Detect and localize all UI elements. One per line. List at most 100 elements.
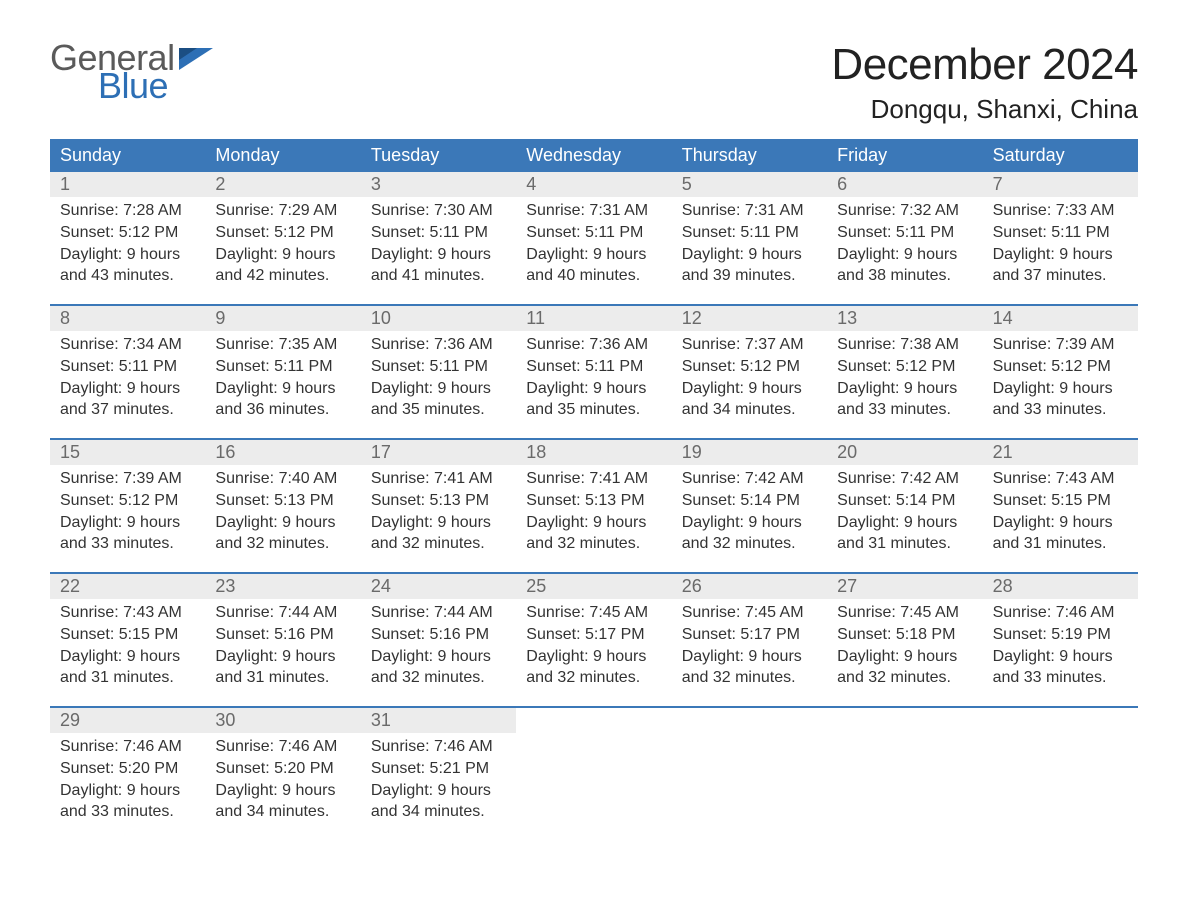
calendar-cell: 26Sunrise: 7:45 AMSunset: 5:17 PMDayligh… [672, 574, 827, 692]
daylight-line-2: and 39 minutes. [682, 266, 817, 287]
calendar-cell: 21Sunrise: 7:43 AMSunset: 5:15 PMDayligh… [983, 440, 1138, 558]
daylight-line-1: Daylight: 9 hours [215, 379, 350, 400]
calendar-cell: 6Sunrise: 7:32 AMSunset: 5:11 PMDaylight… [827, 172, 982, 290]
sunset-line: Sunset: 5:17 PM [682, 625, 817, 646]
daylight-line-1: Daylight: 9 hours [682, 379, 817, 400]
daylight-line-2: and 41 minutes. [371, 266, 506, 287]
day-detail: Sunrise: 7:43 AMSunset: 5:15 PMDaylight:… [983, 465, 1138, 555]
daylight-line-2: and 32 minutes. [526, 668, 661, 689]
daylight-line-1: Daylight: 9 hours [215, 513, 350, 534]
daylight-line-1: Daylight: 9 hours [526, 379, 661, 400]
daylight-line-1: Daylight: 9 hours [60, 647, 195, 668]
day-detail: Sunrise: 7:46 AMSunset: 5:19 PMDaylight:… [983, 599, 1138, 689]
sunrise-line: Sunrise: 7:45 AM [837, 603, 972, 624]
day-detail: Sunrise: 7:35 AMSunset: 5:11 PMDaylight:… [205, 331, 360, 421]
calendar-cell: 17Sunrise: 7:41 AMSunset: 5:13 PMDayligh… [361, 440, 516, 558]
calendar-cell: 7Sunrise: 7:33 AMSunset: 5:11 PMDaylight… [983, 172, 1138, 290]
date-number: 14 [983, 306, 1138, 331]
daylight-line-1: Daylight: 9 hours [371, 647, 506, 668]
week-row: 29Sunrise: 7:46 AMSunset: 5:20 PMDayligh… [50, 706, 1138, 826]
day-detail: Sunrise: 7:31 AMSunset: 5:11 PMDaylight:… [516, 197, 671, 287]
sunrise-line: Sunrise: 7:31 AM [526, 201, 661, 222]
sunrise-line: Sunrise: 7:40 AM [215, 469, 350, 490]
sunset-line: Sunset: 5:15 PM [993, 491, 1128, 512]
date-number: 29 [50, 708, 205, 733]
date-number: 23 [205, 574, 360, 599]
calendar-cell: 18Sunrise: 7:41 AMSunset: 5:13 PMDayligh… [516, 440, 671, 558]
sunrise-line: Sunrise: 7:42 AM [682, 469, 817, 490]
sunset-line: Sunset: 5:12 PM [837, 357, 972, 378]
calendar-cell: 3Sunrise: 7:30 AMSunset: 5:11 PMDaylight… [361, 172, 516, 290]
daylight-line-1: Daylight: 9 hours [526, 513, 661, 534]
daylight-line-1: Daylight: 9 hours [60, 245, 195, 266]
daylight-line-1: Daylight: 9 hours [993, 379, 1128, 400]
daylight-line-1: Daylight: 9 hours [371, 781, 506, 802]
empty-date [672, 708, 827, 732]
sunrise-line: Sunrise: 7:44 AM [215, 603, 350, 624]
sunrise-line: Sunrise: 7:46 AM [60, 737, 195, 758]
sunset-line: Sunset: 5:11 PM [837, 223, 972, 244]
daylight-line-1: Daylight: 9 hours [837, 245, 972, 266]
header-row: General Blue December 2024 Dongqu, Shanx… [50, 40, 1138, 125]
sunrise-line: Sunrise: 7:46 AM [215, 737, 350, 758]
daylight-line-2: and 35 minutes. [526, 400, 661, 421]
date-number: 19 [672, 440, 827, 465]
daylight-line-1: Daylight: 9 hours [60, 781, 195, 802]
sunset-line: Sunset: 5:21 PM [371, 759, 506, 780]
sunset-line: Sunset: 5:14 PM [837, 491, 972, 512]
sunrise-line: Sunrise: 7:30 AM [371, 201, 506, 222]
date-number: 2 [205, 172, 360, 197]
calendar-cell: 2Sunrise: 7:29 AMSunset: 5:12 PMDaylight… [205, 172, 360, 290]
sunrise-line: Sunrise: 7:31 AM [682, 201, 817, 222]
sunrise-line: Sunrise: 7:41 AM [526, 469, 661, 490]
calendar-cell: 28Sunrise: 7:46 AMSunset: 5:19 PMDayligh… [983, 574, 1138, 692]
sunrise-line: Sunrise: 7:43 AM [993, 469, 1128, 490]
daylight-line-1: Daylight: 9 hours [60, 379, 195, 400]
day-header-sun: Sunday [50, 139, 205, 172]
calendar-cell: 31Sunrise: 7:46 AMSunset: 5:21 PMDayligh… [361, 708, 516, 826]
calendar-cell: 11Sunrise: 7:36 AMSunset: 5:11 PMDayligh… [516, 306, 671, 424]
day-header-tue: Tuesday [361, 139, 516, 172]
calendar-cell: 1Sunrise: 7:28 AMSunset: 5:12 PMDaylight… [50, 172, 205, 290]
day-header-mon: Monday [205, 139, 360, 172]
day-detail: Sunrise: 7:29 AMSunset: 5:12 PMDaylight:… [205, 197, 360, 287]
daylight-line-2: and 31 minutes. [215, 668, 350, 689]
day-detail: Sunrise: 7:38 AMSunset: 5:12 PMDaylight:… [827, 331, 982, 421]
daylight-line-2: and 33 minutes. [60, 802, 195, 823]
date-number: 20 [827, 440, 982, 465]
sunrise-line: Sunrise: 7:39 AM [60, 469, 195, 490]
daylight-line-1: Daylight: 9 hours [215, 245, 350, 266]
calendar-cell: 30Sunrise: 7:46 AMSunset: 5:20 PMDayligh… [205, 708, 360, 826]
week-row: 22Sunrise: 7:43 AMSunset: 5:15 PMDayligh… [50, 572, 1138, 692]
sunset-line: Sunset: 5:20 PM [60, 759, 195, 780]
day-detail: Sunrise: 7:41 AMSunset: 5:13 PMDaylight:… [516, 465, 671, 555]
sunrise-line: Sunrise: 7:35 AM [215, 335, 350, 356]
sunset-line: Sunset: 5:11 PM [526, 357, 661, 378]
daylight-line-1: Daylight: 9 hours [993, 245, 1128, 266]
calendar-cell: 13Sunrise: 7:38 AMSunset: 5:12 PMDayligh… [827, 306, 982, 424]
date-number: 11 [516, 306, 671, 331]
sunset-line: Sunset: 5:13 PM [526, 491, 661, 512]
day-detail: Sunrise: 7:45 AMSunset: 5:18 PMDaylight:… [827, 599, 982, 689]
calendar: Sunday Monday Tuesday Wednesday Thursday… [50, 139, 1138, 826]
day-header-thu: Thursday [672, 139, 827, 172]
date-number: 4 [516, 172, 671, 197]
calendar-cell: 19Sunrise: 7:42 AMSunset: 5:14 PMDayligh… [672, 440, 827, 558]
sunset-line: Sunset: 5:12 PM [60, 491, 195, 512]
sunset-line: Sunset: 5:12 PM [993, 357, 1128, 378]
calendar-cell: 14Sunrise: 7:39 AMSunset: 5:12 PMDayligh… [983, 306, 1138, 424]
sunset-line: Sunset: 5:11 PM [682, 223, 817, 244]
sunrise-line: Sunrise: 7:37 AM [682, 335, 817, 356]
day-detail: Sunrise: 7:34 AMSunset: 5:11 PMDaylight:… [50, 331, 205, 421]
sunrise-line: Sunrise: 7:46 AM [993, 603, 1128, 624]
daylight-line-2: and 32 minutes. [682, 668, 817, 689]
sunset-line: Sunset: 5:11 PM [993, 223, 1128, 244]
date-number: 22 [50, 574, 205, 599]
sunrise-line: Sunrise: 7:28 AM [60, 201, 195, 222]
daylight-line-1: Daylight: 9 hours [993, 647, 1128, 668]
day-detail: Sunrise: 7:39 AMSunset: 5:12 PMDaylight:… [50, 465, 205, 555]
brand-logo: General Blue [50, 40, 213, 104]
date-number: 26 [672, 574, 827, 599]
sunset-line: Sunset: 5:18 PM [837, 625, 972, 646]
calendar-cell: 9Sunrise: 7:35 AMSunset: 5:11 PMDaylight… [205, 306, 360, 424]
